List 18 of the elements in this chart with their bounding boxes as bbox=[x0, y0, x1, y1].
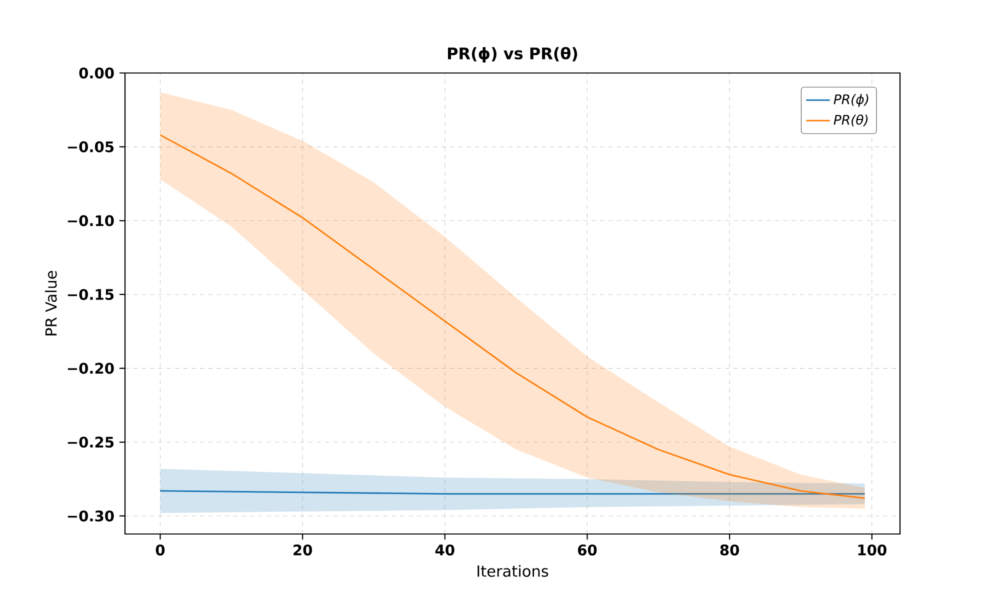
x-tick-label: 60 bbox=[578, 544, 597, 556]
x-axis-title: Iterations bbox=[478, 565, 548, 577]
legend-label: PR(θ) bbox=[834, 114, 868, 126]
y-tick-label: 0.00 bbox=[79, 67, 114, 78]
x-tick-label: 80 bbox=[720, 544, 739, 556]
y-tick-label: −0.05 bbox=[68, 141, 114, 152]
chart-title: PR(ϕ) vs PR(θ) bbox=[448, 46, 578, 63]
x-tick-label: 100 bbox=[858, 544, 886, 556]
y-tick-label: −0.30 bbox=[68, 510, 114, 522]
x-tick-label: 40 bbox=[435, 544, 454, 556]
y-tick-label: −0.25 bbox=[68, 436, 114, 448]
y-axis-title: PR Value bbox=[44, 270, 57, 336]
y-tick-label: −0.10 bbox=[68, 215, 114, 226]
legend-label: PR(ϕ) bbox=[834, 94, 868, 107]
x-tick-label: 20 bbox=[294, 544, 312, 556]
y-tick-label: −0.15 bbox=[68, 288, 114, 300]
y-tick-label: −0.20 bbox=[68, 362, 114, 374]
x-tick-label: 0 bbox=[156, 544, 165, 556]
